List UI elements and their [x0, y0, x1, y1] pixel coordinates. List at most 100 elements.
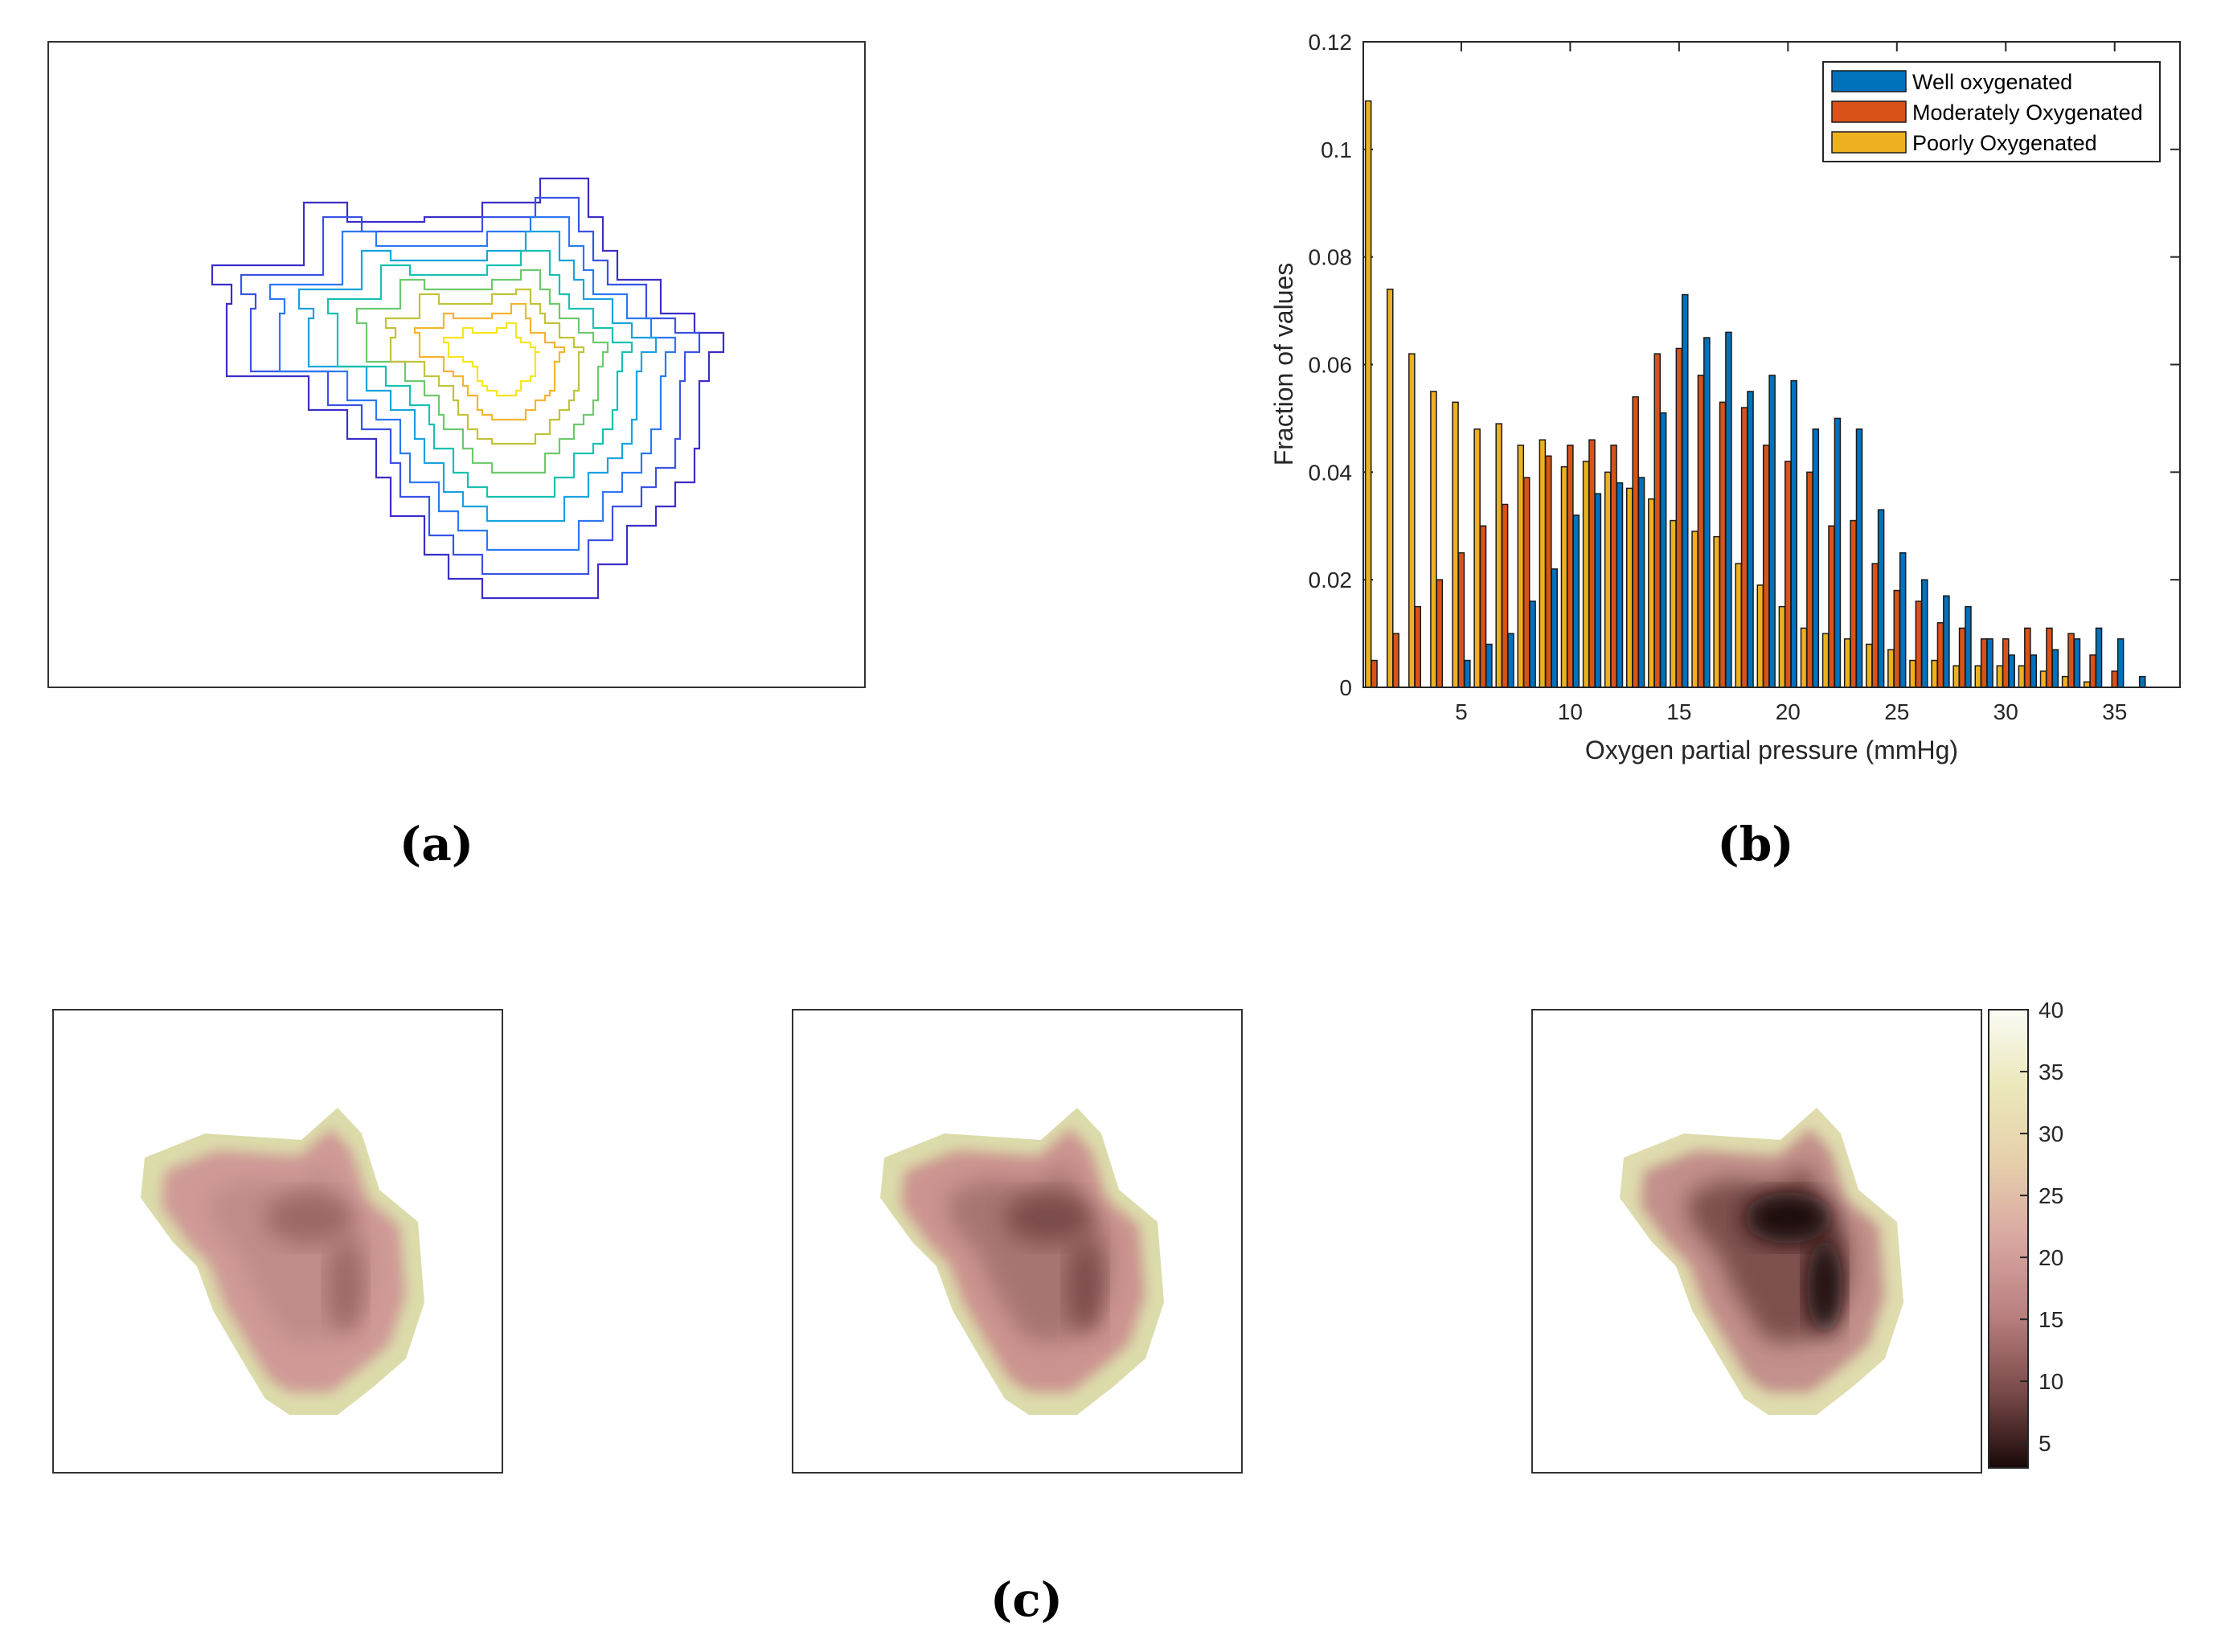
x-tick-label: 15	[1666, 699, 1691, 724]
bar-moderately-oxygenated-4	[1436, 579, 1444, 688]
heatmap-hypoxic-tail	[1807, 1238, 1842, 1334]
bar-poorly-oxygenated-6	[1473, 428, 1481, 688]
bar-moderately-oxygenated-22	[1828, 525, 1835, 688]
bar-poorly-oxygenated-26	[1909, 659, 1916, 688]
bar-moderately-oxygenated-15	[1675, 347, 1683, 688]
bar-moderately-oxygenated-34	[2089, 654, 2096, 688]
bar-well-oxygenated-14	[1659, 412, 1667, 688]
bar-moderately-oxygenated-18	[1740, 407, 1748, 688]
histogram-chart: 0 0.02 0.04 0.06 0.08 0.1 0.12 5 10 15 20 25 30 35 O…	[1269, 30, 2181, 765]
bar-well-oxygenated-21	[1812, 428, 1820, 688]
bar-moderately-oxygenated-11	[1588, 439, 1596, 688]
heatmap-2	[792, 1009, 1243, 1474]
bar-poorly-oxygenated-27	[1931, 659, 1938, 688]
bar-poorly-oxygenated-10	[1560, 465, 1568, 688]
bar-moderately-oxygenated-26	[1915, 601, 1923, 688]
bar-well-oxygenated-36	[2138, 675, 2146, 688]
bar-well-oxygenated-18	[1747, 391, 1754, 688]
bar-well-oxygenated-23	[1855, 428, 1863, 688]
contour-level-2	[240, 196, 701, 576]
colorbar: 5 10 15 20 25 30 35 40	[1988, 998, 2063, 1469]
bar-poorly-oxygenated-28	[1953, 665, 1960, 688]
bar-moderately-oxygenated-33	[2067, 633, 2075, 688]
colorbar-tick-label: 10	[2039, 1369, 2063, 1394]
contour-level-1	[211, 177, 725, 600]
bar-poorly-oxygenated-22	[1821, 633, 1830, 688]
colorbar-tick-label: 5	[2039, 1431, 2051, 1456]
bar-well-oxygenated-32	[2051, 649, 2059, 688]
bar-moderately-oxygenated-35	[2111, 670, 2118, 688]
legend-label-well: Well oxygenated	[1912, 70, 2072, 94]
heatmap-hypoxic-center	[1744, 1192, 1833, 1244]
bar-poorly-oxygenated-33	[2061, 675, 2069, 688]
contour-level-7	[384, 288, 585, 445]
bar-moderately-oxygenated-27	[1936, 621, 1944, 688]
bar-well-oxygenated-34	[2095, 627, 2103, 688]
y-tick-label: 0.08	[1309, 245, 1353, 270]
colorbar-tick-label: 15	[2039, 1307, 2063, 1332]
legend-swatch-moderate	[1831, 100, 1907, 123]
bar-poorly-oxygenated-18	[1735, 563, 1743, 688]
bar-well-oxygenated-12	[1616, 482, 1624, 688]
contour-lines	[211, 177, 725, 600]
bar-poorly-oxygenated-14	[1648, 498, 1655, 688]
histogram-axes-frame	[1362, 41, 2181, 688]
bar-moderately-oxygenated-12	[1610, 445, 1617, 688]
bar-moderately-oxygenated-2	[1392, 633, 1399, 688]
bar-well-oxygenated-26	[1921, 579, 1928, 688]
bar-poorly-oxygenated-15	[1670, 519, 1677, 688]
x-tick-label: 10	[1558, 699, 1583, 724]
bar-moderately-oxygenated-29	[1980, 638, 1988, 688]
contour-panel	[47, 41, 866, 688]
bar-moderately-oxygenated-3	[1414, 605, 1422, 688]
bar-poorly-oxygenated-9	[1539, 439, 1547, 688]
bar-well-oxygenated-33	[2073, 638, 2081, 688]
colorbar-tick-label: 20	[2039, 1245, 2063, 1270]
bar-moderately-oxygenated-32	[2046, 627, 2053, 688]
bar-poorly-oxygenated-16	[1691, 531, 1698, 688]
heatmap-3	[1531, 1009, 1982, 1474]
bar-moderately-oxygenated-13	[1632, 396, 1639, 688]
x-axis-title: Oxygen partial pressure (mmHg)	[1585, 736, 1958, 765]
bar-well-oxygenated-20	[1790, 379, 1797, 688]
bar-poorly-oxygenated-17	[1713, 535, 1720, 688]
bar-moderately-oxygenated-8	[1522, 477, 1530, 688]
bar-poorly-oxygenated-25	[1887, 649, 1895, 688]
bar-well-oxygenated-17	[1725, 331, 1732, 688]
colorbar-gradient	[1988, 1009, 2029, 1469]
bar-poorly-oxygenated-2	[1386, 289, 1394, 688]
bar-moderately-oxygenated-24	[1871, 563, 1879, 688]
bar-poorly-oxygenated-3	[1408, 353, 1416, 688]
panel-label-a: (a)	[400, 817, 473, 871]
bar-moderately-oxygenated-31	[2024, 627, 2031, 688]
bar-well-oxygenated-19	[1768, 375, 1776, 688]
heatmap-hypoxic-center	[265, 1192, 354, 1244]
bar-poorly-oxygenated-34	[2083, 681, 2091, 688]
bar-well-oxygenated-30	[2008, 654, 2015, 688]
bar-well-oxygenated-25	[1899, 551, 1907, 688]
bar-poorly-oxygenated-12	[1604, 471, 1612, 688]
bar-well-oxygenated-28	[1965, 605, 1972, 688]
bar-moderately-oxygenated-25	[1893, 589, 1901, 688]
panel-label-b: (b)	[1717, 817, 1793, 871]
y-tick-label: 0.06	[1309, 353, 1353, 378]
colorbar-tick-label: 25	[2039, 1183, 2063, 1208]
bar-well-oxygenated-22	[1834, 417, 1842, 688]
bar-well-oxygenated-5	[1464, 659, 1471, 688]
bar-poorly-oxygenated-21	[1800, 627, 1808, 688]
colorbar-ticks: 5 10 15 20 25 30 35 40	[2020, 998, 2063, 1456]
bar-poorly-oxygenated-8	[1517, 445, 1525, 688]
bar-well-oxygenated-35	[2116, 638, 2125, 688]
bar-well-oxygenated-16	[1703, 337, 1711, 688]
bar-well-oxygenated-7	[1507, 633, 1514, 688]
bar-moderately-oxygenated-28	[1958, 627, 1966, 688]
bar-poorly-oxygenated-23	[1843, 638, 1851, 688]
bar-poorly-oxygenated-7	[1495, 423, 1502, 688]
bar-well-oxygenated-6	[1485, 643, 1493, 688]
legend-swatch-well	[1831, 70, 1907, 92]
legend-label-poor: Poorly Oxygenated	[1912, 131, 2097, 155]
bar-poorly-oxygenated-32	[2039, 670, 2047, 688]
bar-well-oxygenated-27	[1943, 595, 1950, 688]
bar-moderately-oxygenated-21	[1806, 471, 1813, 688]
